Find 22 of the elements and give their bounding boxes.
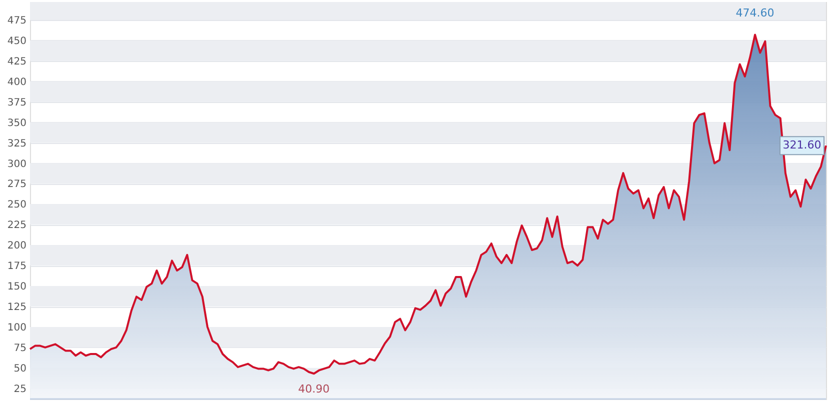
y-tick-label: 225	[7, 220, 26, 232]
y-tick-label: 275	[7, 179, 26, 190]
y-tick-label: 325	[7, 138, 26, 150]
y-tick-label: 375	[7, 97, 26, 108]
y-tick-label: 125	[7, 302, 26, 314]
y-tick-label: 250	[7, 200, 26, 211]
annotation: 474.60	[736, 6, 774, 20]
y-tick-label: 450	[7, 36, 26, 47]
annotation: 321.60	[782, 138, 822, 152]
y-tick-label: 25	[14, 384, 26, 395]
y-tick-label: 200	[7, 240, 26, 252]
y-tick-label: 475	[7, 16, 26, 27]
y-tick-label: 50	[14, 363, 26, 374]
annotation: 40.90	[298, 382, 330, 396]
y-tick-label: 175	[7, 261, 26, 272]
y-tick-label: 400	[7, 76, 26, 88]
y-tick-label: 350	[7, 118, 26, 129]
y-tick-label: 425	[7, 56, 26, 68]
y-tick-label: 75	[14, 342, 26, 354]
y-tick-label: 100	[7, 322, 26, 334]
y-tick-label: 300	[7, 158, 26, 170]
y-tick-label: 150	[7, 282, 26, 293]
